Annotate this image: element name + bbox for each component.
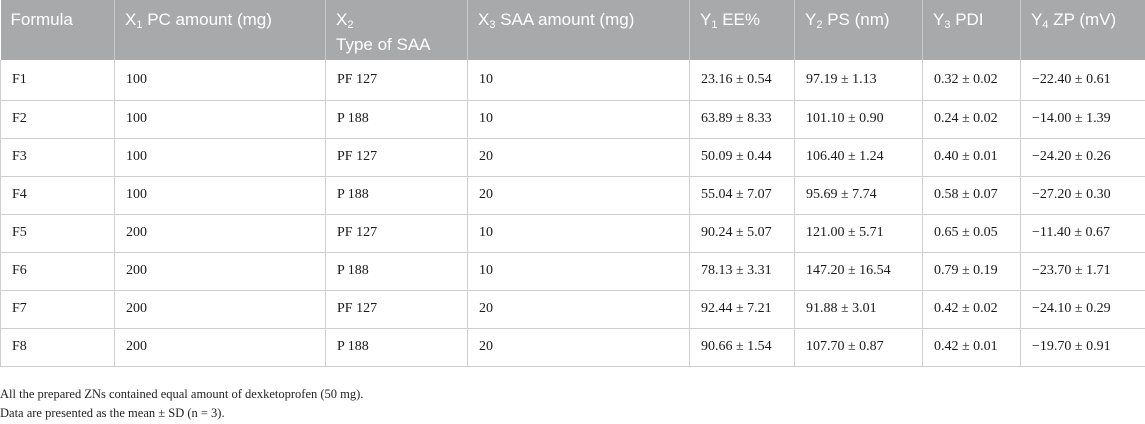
table-cell: 90.66 ± 1.54 bbox=[689, 328, 795, 367]
table-cell: 10 bbox=[467, 100, 690, 139]
table-cell: PF 127 bbox=[325, 290, 468, 329]
table-cell: 100 bbox=[114, 60, 326, 101]
table-cell: 55.04 ± 7.07 bbox=[689, 176, 795, 215]
header-pdi: Y3 PDI bbox=[922, 0, 1021, 60]
table-cell: −23.70 ± 1.71 bbox=[1020, 252, 1145, 291]
header-zp: Y4 ZP (mV) bbox=[1020, 0, 1145, 60]
table-cell: F3 bbox=[0, 138, 115, 177]
table-cell: F4 bbox=[0, 176, 115, 215]
table-cell: 0.40 ± 0.01 bbox=[922, 138, 1021, 177]
header-ee: Y1 EE% bbox=[689, 0, 795, 60]
table-cell: 100 bbox=[114, 100, 326, 139]
table-cell: F2 bbox=[0, 100, 115, 139]
table-cell: F6 bbox=[0, 252, 115, 291]
table-cell: 101.10 ± 0.90 bbox=[794, 100, 923, 139]
table-row: F8 200 P 188 20 90.66 ± 1.54 107.70 ± 0.… bbox=[0, 328, 1145, 367]
footnote-stats: Data are presented as the mean ± SD (n =… bbox=[0, 406, 225, 420]
table-cell: 20 bbox=[467, 138, 690, 177]
header-saa-amount: X3 SAA amount (mg) bbox=[467, 0, 690, 60]
table-cell: 0.79 ± 0.19 bbox=[922, 252, 1021, 291]
table-cell: 0.24 ± 0.02 bbox=[922, 100, 1021, 139]
table-cell: 10 bbox=[467, 252, 690, 291]
table-cell: −11.40 ± 0.67 bbox=[1020, 214, 1145, 253]
table-cell: P 188 bbox=[325, 176, 468, 215]
header-ps: Y2 PS (nm) bbox=[794, 0, 923, 60]
table-cell: 63.89 ± 8.33 bbox=[689, 100, 795, 139]
table-row: F4 100 P 188 20 55.04 ± 7.07 95.69 ± 7.7… bbox=[0, 176, 1145, 215]
table-cell: 100 bbox=[114, 176, 326, 215]
table-cell: 121.00 ± 5.71 bbox=[794, 214, 923, 253]
table-row: F3 100 PF 127 20 50.09 ± 0.44 106.40 ± 1… bbox=[0, 138, 1145, 177]
table-cell: PF 127 bbox=[325, 138, 468, 177]
table-cell: 200 bbox=[114, 290, 326, 329]
table-cell: 91.88 ± 3.01 bbox=[794, 290, 923, 329]
table-cell: −24.10 ± 0.29 bbox=[1020, 290, 1145, 329]
table-cell: 20 bbox=[467, 290, 690, 329]
table-cell: PF 127 bbox=[325, 214, 468, 253]
header-formula: Formula bbox=[0, 0, 115, 60]
table-cell: 0.32 ± 0.02 bbox=[922, 60, 1021, 101]
table-cell: 200 bbox=[114, 252, 326, 291]
table-cell: −24.20 ± 0.26 bbox=[1020, 138, 1145, 177]
table-cell: 90.24 ± 5.07 bbox=[689, 214, 795, 253]
table-cell: F1 bbox=[0, 60, 115, 101]
table-cell: 106.40 ± 1.24 bbox=[794, 138, 923, 177]
table-cell: PF 127 bbox=[325, 60, 468, 101]
table-cell: P 188 bbox=[325, 328, 468, 367]
table-cell: 200 bbox=[114, 328, 326, 367]
formulation-table-container: Formula X1 PC amount (mg) X2 Type of SAA … bbox=[0, 0, 1145, 367]
table-cell: 0.42 ± 0.01 bbox=[922, 328, 1021, 367]
table-cell: F7 bbox=[0, 290, 115, 329]
header-row: Formula X1 PC amount (mg) X2 Type of SAA … bbox=[0, 0, 1145, 60]
table-cell: −22.40 ± 0.61 bbox=[1020, 60, 1145, 101]
footnote-dose: All the prepared ZNs contained equal amo… bbox=[0, 387, 364, 401]
table-cell: 23.16 ± 0.54 bbox=[689, 60, 795, 101]
table-row: F1 100 PF 127 10 23.16 ± 0.54 97.19 ± 1.… bbox=[0, 60, 1145, 101]
table-cell: 147.20 ± 16.54 bbox=[794, 252, 923, 291]
table-cell: 97.19 ± 1.13 bbox=[794, 60, 923, 101]
table-cell: 0.42 ± 0.02 bbox=[922, 290, 1021, 329]
table-row: F7 200 PF 127 20 92.44 ± 7.21 91.88 ± 3.… bbox=[0, 290, 1145, 329]
table-cell: 0.58 ± 0.07 bbox=[922, 176, 1021, 215]
table-cell: 10 bbox=[467, 60, 690, 101]
header-saa-type: X2 Type of SAA bbox=[325, 0, 468, 60]
table-cell: 78.13 ± 3.31 bbox=[689, 252, 795, 291]
table-cell: 200 bbox=[114, 214, 326, 253]
table-cell: 0.65 ± 0.05 bbox=[922, 214, 1021, 253]
formulation-table: Formula X1 PC amount (mg) X2 Type of SAA … bbox=[0, 0, 1145, 367]
table-row: F2 100 P 188 10 63.89 ± 8.33 101.10 ± 0.… bbox=[0, 100, 1145, 139]
table-cell: P 188 bbox=[325, 100, 468, 139]
table-cell: −27.20 ± 0.30 bbox=[1020, 176, 1145, 215]
header-pc-amount: X1 PC amount (mg) bbox=[114, 0, 326, 60]
table-cell: −14.00 ± 1.39 bbox=[1020, 100, 1145, 139]
table-cell: 20 bbox=[467, 328, 690, 367]
table-cell: 50.09 ± 0.44 bbox=[689, 138, 795, 177]
table-cell: F5 bbox=[0, 214, 115, 253]
table-cell: 107.70 ± 0.87 bbox=[794, 328, 923, 367]
table-cell: 100 bbox=[114, 138, 326, 177]
table-footnotes: All the prepared ZNs contained equal amo… bbox=[0, 385, 363, 423]
table-cell: 92.44 ± 7.21 bbox=[689, 290, 795, 329]
table-cell: −19.70 ± 0.91 bbox=[1020, 328, 1145, 367]
table-row: F5 200 PF 127 10 90.24 ± 5.07 121.00 ± 5… bbox=[0, 214, 1145, 253]
table-cell: F8 bbox=[0, 328, 115, 367]
table-cell: P 188 bbox=[325, 252, 468, 291]
table-cell: 20 bbox=[467, 176, 690, 215]
table-cell: 95.69 ± 7.74 bbox=[794, 176, 923, 215]
table-cell: 10 bbox=[467, 214, 690, 253]
table-row: F6 200 P 188 10 78.13 ± 3.31 147.20 ± 16… bbox=[0, 252, 1145, 291]
